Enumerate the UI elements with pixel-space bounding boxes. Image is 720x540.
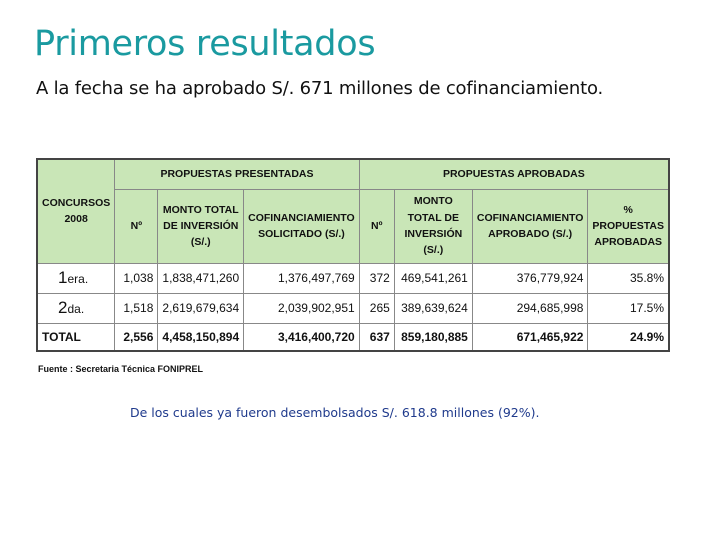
header-cofinanciamiento-aprobado: COFINANCIAMIENTO APROBADO (S/.) bbox=[471, 188, 589, 264]
total-cof-aprobado: 671,465,922 bbox=[471, 322, 589, 351]
total-label: TOTAL bbox=[36, 322, 116, 351]
results-table: CONCURSOS 2008 PROPUESTAS PRESENTADAS PR… bbox=[36, 158, 670, 352]
total-cof-solicitado: 3,416,400,720 bbox=[243, 322, 360, 351]
header-group-aprobadas: PROPUESTAS APROBADAS bbox=[358, 158, 670, 190]
results-table-container: CONCURSOS 2008 PROPUESTAS PRESENTADAS PR… bbox=[36, 158, 670, 352]
cell-pct: 35.8% bbox=[587, 262, 670, 294]
cell-pct: 17.5% bbox=[587, 292, 670, 324]
header-n-aprobadas: Nº bbox=[358, 188, 395, 264]
cell-monto-presentadas: 2,619,679,634 bbox=[157, 292, 245, 324]
page-subtitle: A la fecha se ha aprobado S/. 671 millon… bbox=[36, 78, 603, 99]
table-row-total: TOTAL 2,556 4,458,150,894 3,416,400,720 … bbox=[36, 322, 670, 351]
disbursement-note: De los cuales ya fueron desembolsados S/… bbox=[130, 405, 540, 420]
cell-cof-solicitado: 1,376,497,769 bbox=[243, 262, 360, 294]
cell-n-aprobadas: 372 bbox=[358, 262, 395, 294]
row-number: 2 bbox=[58, 298, 68, 317]
total-monto-aprobadas: 859,180,885 bbox=[393, 322, 473, 351]
header-concursos: CONCURSOS 2008 bbox=[36, 158, 116, 264]
total-n-presentadas: 2,556 bbox=[114, 322, 159, 351]
cell-n-presentadas: 1,038 bbox=[114, 262, 159, 294]
cell-cof-aprobado: 294,685,998 bbox=[471, 292, 589, 324]
cell-n-aprobadas: 265 bbox=[358, 292, 395, 324]
cell-cof-aprobado: 376,779,924 bbox=[471, 262, 589, 294]
header-group-presentadas: PROPUESTAS PRESENTADAS bbox=[114, 158, 360, 190]
row-suffix: da. bbox=[67, 302, 85, 316]
table-row: 2da. 1,518 2,619,679,634 2,039,902,951 2… bbox=[36, 292, 670, 324]
row-number: 1 bbox=[58, 268, 68, 287]
total-pct: 24.9% bbox=[587, 322, 670, 351]
row-suffix: era. bbox=[67, 272, 89, 286]
header-pct-aprobadas: % PROPUESTAS APROBADAS bbox=[587, 188, 670, 264]
source-note: Fuente : Secretaria Técnica FONIPREL bbox=[38, 364, 204, 374]
cell-monto-aprobadas: 389,639,624 bbox=[393, 292, 473, 324]
header-monto-presentadas: MONTO TOTAL DE INVERSIÓN (S/.) bbox=[157, 188, 245, 264]
header-monto-aprobadas: MONTO TOTAL DE INVERSIÓN (S/.) bbox=[393, 188, 473, 264]
header-n-presentadas: Nº bbox=[114, 188, 159, 264]
cell-monto-aprobadas: 469,541,261 bbox=[393, 262, 473, 294]
total-monto-presentadas: 4,458,150,894 bbox=[157, 322, 245, 351]
table-row: 1era. 1,038 1,838,471,260 1,376,497,769 … bbox=[36, 262, 670, 294]
cell-monto-presentadas: 1,838,471,260 bbox=[157, 262, 245, 294]
row-label: 1era. bbox=[36, 262, 116, 294]
row-label: 2da. bbox=[36, 292, 116, 324]
header-cofinanciamiento-solicitado: COFINANCIAMIENTO SOLICITADO (S/.) bbox=[243, 188, 360, 264]
cell-cof-solicitado: 2,039,902,951 bbox=[243, 292, 360, 324]
page-title: Primeros resultados bbox=[34, 24, 376, 64]
total-n-aprobadas: 637 bbox=[358, 322, 395, 351]
cell-n-presentadas: 1,518 bbox=[114, 292, 159, 324]
